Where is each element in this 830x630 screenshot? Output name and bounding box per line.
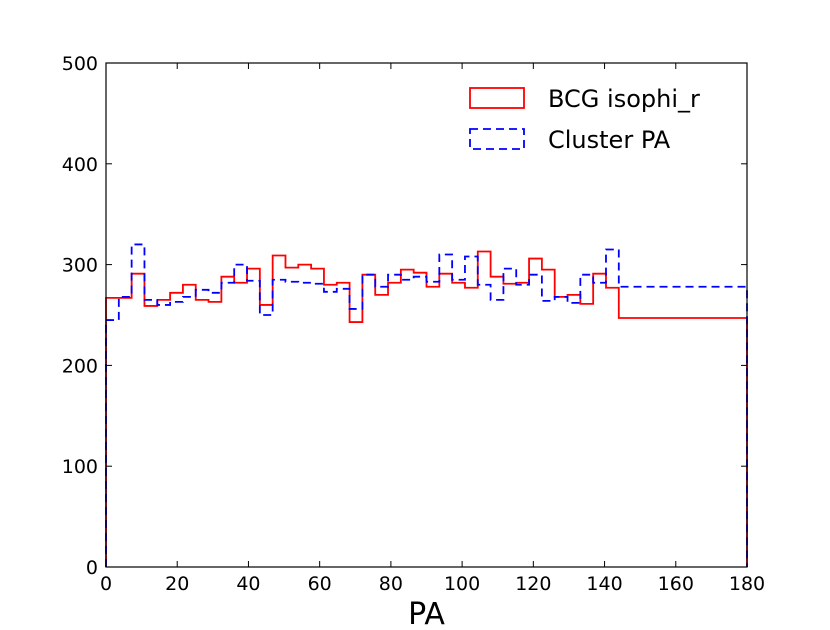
x-tick-label: 20: [165, 573, 189, 595]
x-tick-label: 180: [729, 573, 765, 595]
x-tick-label: 160: [658, 573, 694, 595]
series-line-bcg-isophi-r: [105, 250, 748, 567]
x-tick-label: 100: [444, 573, 480, 595]
x-tick-label: 60: [308, 573, 332, 595]
y-tick-label: 100: [62, 456, 98, 478]
x-tick-label: 80: [379, 573, 403, 595]
plot-frame: [105, 62, 748, 568]
y-tick-label: 400: [62, 154, 98, 176]
x-axis-title: PA: [408, 597, 445, 630]
x-tick-label: 40: [236, 573, 260, 595]
series-layer: [105, 243, 748, 567]
y-tick-label: 500: [62, 53, 98, 75]
legend-swatch: [469, 87, 525, 109]
y-tick-label: 300: [62, 255, 98, 277]
x-tick-label: 120: [515, 573, 551, 595]
legend-label: BCG isophi_r: [548, 85, 700, 113]
legend-label: Cluster PA: [548, 126, 671, 154]
series-line-cluster-pa: [105, 243, 748, 567]
x-tick-label: 0: [100, 573, 112, 595]
y-tick-label: 200: [62, 355, 98, 377]
y-tick-label: 0: [86, 557, 98, 579]
legend-swatch: [469, 128, 525, 150]
legend: BCG isophi_r Cluster PA: [469, 85, 700, 154]
ticks-layer: 0 20 40 60 80 100 120 140 160 180 0 100 200 300 400 500: [62, 53, 765, 595]
x-tick-label: 140: [586, 573, 622, 595]
